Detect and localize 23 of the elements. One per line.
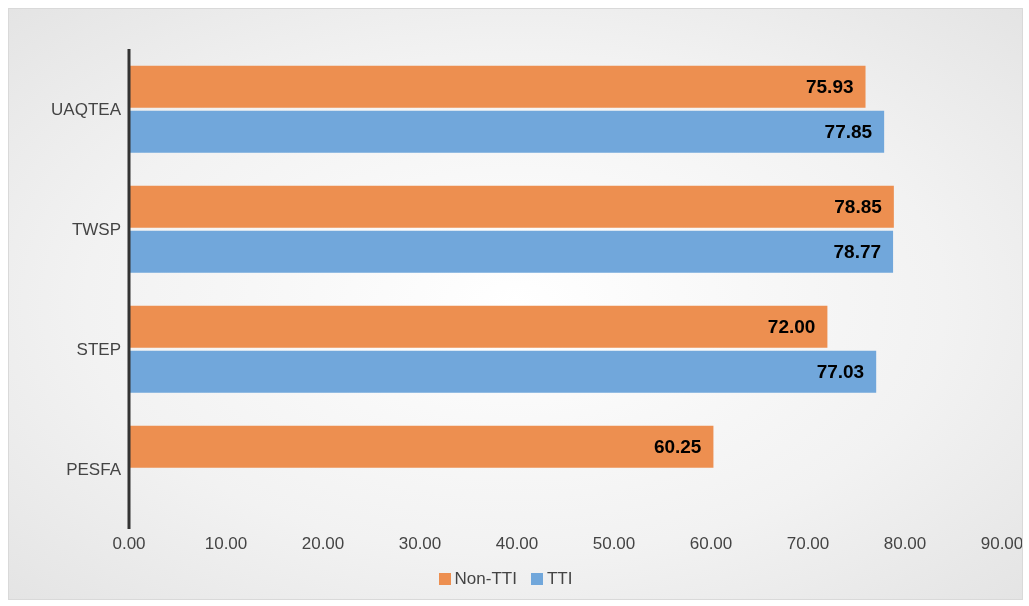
- x-tick-label: 70.00: [786, 534, 830, 554]
- x-tick-label: 0.00: [112, 534, 146, 554]
- x-tick-label: 90.00: [980, 534, 1024, 554]
- data-label: 72.00: [767, 316, 816, 338]
- data-label: 60.25: [653, 436, 702, 458]
- data-label: 75.93: [805, 76, 854, 98]
- y-tick-label: STEP: [76, 340, 121, 360]
- legend-label: Non-TTI: [454, 569, 517, 589]
- x-tick-label: 60.00: [689, 534, 733, 554]
- data-label: 77.85: [824, 121, 873, 143]
- legend-label: TTI: [546, 569, 573, 589]
- x-tick-label: 80.00: [883, 534, 927, 554]
- y-tick-label: UAQTEA: [51, 100, 122, 120]
- x-tick-label: 20.00: [301, 534, 345, 554]
- data-label: 77.03: [816, 361, 865, 383]
- y-tick-label: TWSP: [71, 220, 121, 240]
- x-tick-label: 10.00: [204, 534, 248, 554]
- y-tick-label: PESFA: [66, 460, 122, 480]
- x-tick-label: 40.00: [495, 534, 539, 554]
- data-label: 78.85: [834, 196, 883, 218]
- x-tick-label: 50.00: [592, 534, 636, 554]
- x-tick-label: 30.00: [398, 534, 442, 554]
- data-label: 78.77: [833, 241, 882, 263]
